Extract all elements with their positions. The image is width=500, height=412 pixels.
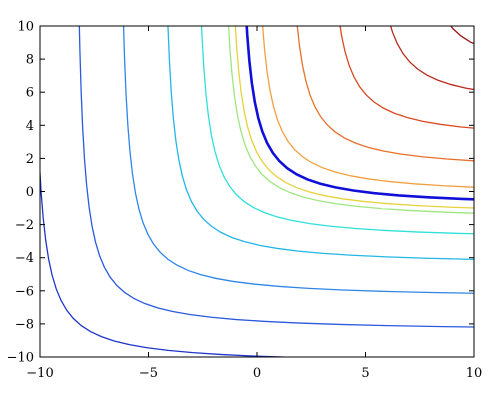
contour-line [234,26,474,209]
y-tick-label: −8 [15,317,34,332]
y-tick-label: 6 [26,86,34,101]
contour-line [227,26,474,214]
y-tick-label: −10 [7,351,34,366]
y-tick-label: −6 [15,284,34,299]
contour-line [296,26,474,162]
contour-line [122,26,474,294]
x-tick-label: 10 [466,366,483,381]
contour-line [78,26,474,328]
y-tick-label: 0 [26,185,34,200]
contour-line [200,26,474,235]
x-tick-label: 5 [361,366,369,381]
y-tick-label: −2 [15,218,34,233]
contour-line [339,26,474,129]
contour-line [389,26,474,91]
axis-tick-labels: −10 −5 0 5 10 −10 −8 −6 −4 −2 0 2 4 6 8 10 [7,20,483,382]
plot-background [40,26,474,357]
contour-line [167,26,474,261]
y-tick-label: −4 [15,251,34,266]
y-tick-label: 2 [26,152,34,167]
contour-line [262,26,474,188]
y-tick-label: 4 [26,119,34,134]
axis-ticks [39,25,475,358]
y-tick-label: 8 [26,53,34,68]
contour-line [449,26,474,45]
x-tick-label: −5 [139,366,158,381]
contour-line [40,162,302,357]
x-tick-label: −10 [26,366,53,381]
contour-line-highlight [245,26,474,201]
y-tick-label: 10 [17,20,34,35]
x-tick-label: 0 [253,366,261,381]
